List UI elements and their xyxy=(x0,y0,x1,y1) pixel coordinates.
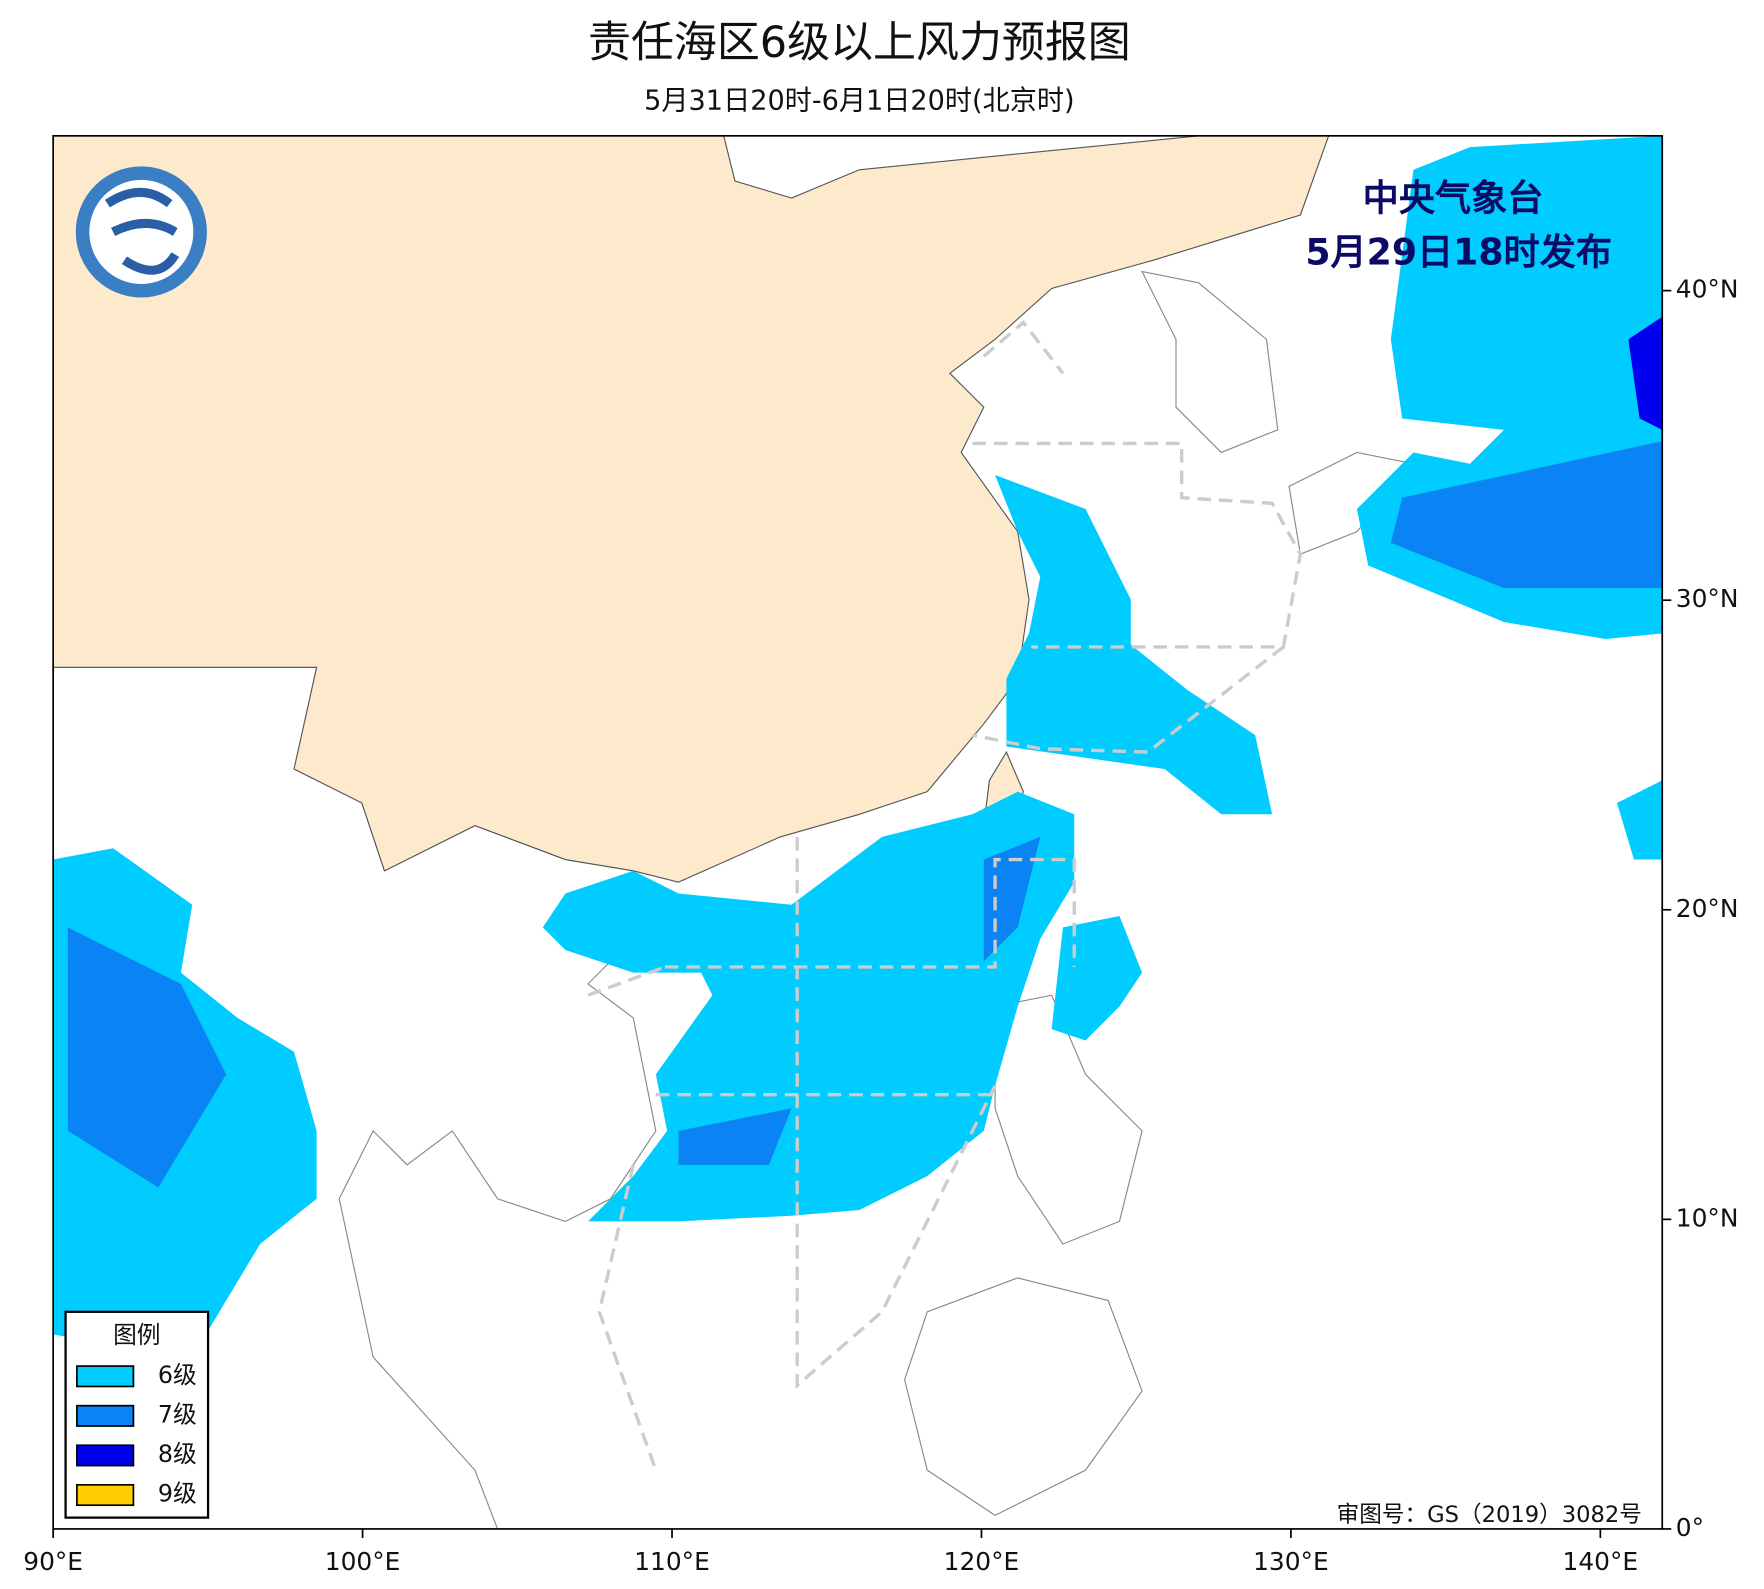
wind-area xyxy=(67,927,227,1188)
wind-area xyxy=(983,836,1041,962)
wind-area xyxy=(995,475,1273,815)
sea-zone-boundaries xyxy=(587,319,1303,1471)
x-tick-label: 110°E xyxy=(634,1547,710,1576)
x-tick-label: 100°E xyxy=(325,1547,401,1576)
x-tick-label: 90°E xyxy=(23,1547,83,1576)
title: 责任海区6级以上风力预报图 xyxy=(588,18,1131,68)
map-frame xyxy=(52,134,1664,1530)
y-tick-label: 0° xyxy=(1676,1513,1704,1542)
map-area xyxy=(52,134,1664,1530)
y-tick-label: 40°N xyxy=(1676,275,1739,304)
legend-title: 图例 xyxy=(113,1321,160,1349)
legend-swatch xyxy=(76,1444,135,1467)
x-tick-label: 120°E xyxy=(944,1547,1020,1576)
approval: 审图号：GS（2019）3082号 xyxy=(1337,1502,1642,1528)
logo-mark xyxy=(104,187,180,275)
subtitle: 5月31日20时-6月1日20时(北京时) xyxy=(644,85,1074,116)
issuer-time: 5月29日18时发布 xyxy=(1305,231,1612,274)
x-tick-label: 140°E xyxy=(1563,1547,1639,1576)
wind-area xyxy=(1390,441,1663,589)
legend-label: 8级 xyxy=(158,1440,197,1468)
legend-label: 7级 xyxy=(158,1400,197,1428)
wind-area xyxy=(1617,780,1663,860)
issuer-name: 中央气象台 xyxy=(1363,176,1544,219)
wind-areas xyxy=(53,135,1663,1358)
legend-swatch xyxy=(76,1365,135,1388)
legend-swatch xyxy=(76,1483,135,1507)
wind-area xyxy=(678,1108,792,1165)
axes: 90°E 100°E 110°E 120°E 130°E 140°E 0° 10°N 20°N 3… xyxy=(23,275,1738,1576)
legend-swatch xyxy=(76,1404,135,1427)
legend-label: 6级 xyxy=(158,1361,197,1389)
y-tick-label: 30°N xyxy=(1676,584,1739,613)
wind-area xyxy=(542,791,1075,1222)
y-tick-label: 10°N xyxy=(1676,1203,1739,1232)
x-tick-label: 130°E xyxy=(1253,1547,1329,1576)
legend-label: 9级 xyxy=(158,1480,197,1508)
y-tick-label: 20°N xyxy=(1676,894,1739,923)
legend: 图例 6级 7级 8级 9级 xyxy=(64,1310,210,1519)
wind-area xyxy=(1628,316,1663,430)
logo xyxy=(75,166,207,298)
